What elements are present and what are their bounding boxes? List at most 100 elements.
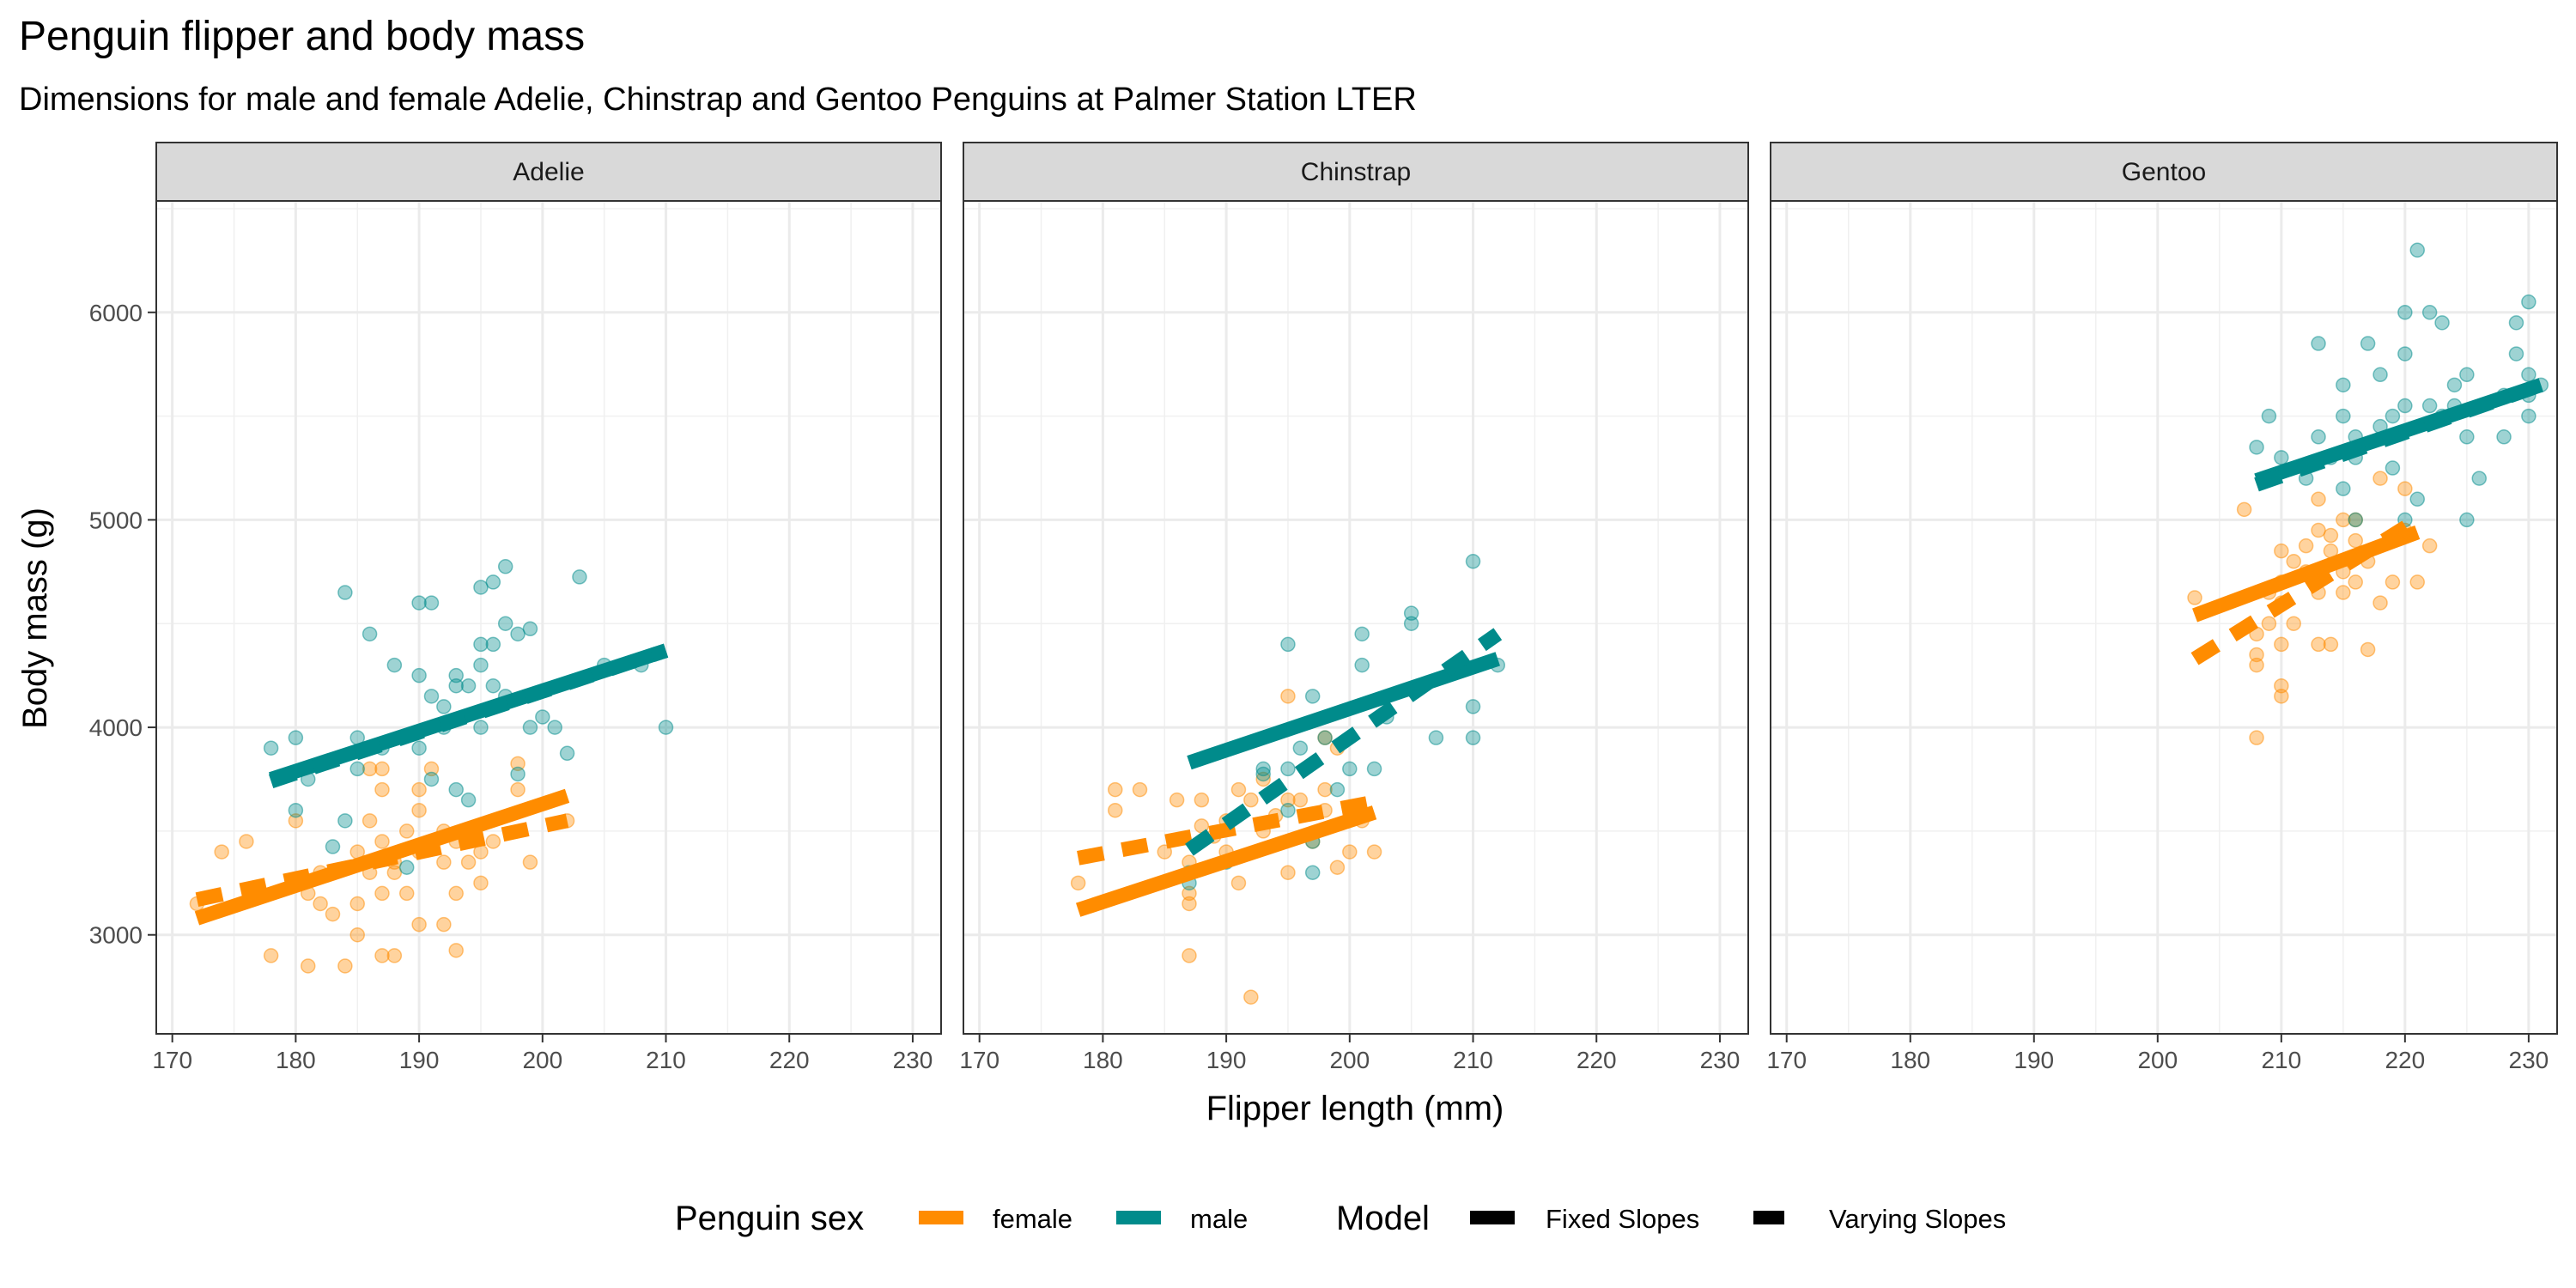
- data-point-female: [510, 756, 526, 772]
- panel-background: [156, 201, 941, 1034]
- data-point-male: [535, 709, 550, 725]
- data-point-female: [485, 834, 501, 849]
- data-point-female: [313, 896, 328, 912]
- data-point-male: [2409, 242, 2426, 258]
- data-point-male: [2459, 367, 2475, 383]
- data-point-male: [1255, 766, 1271, 782]
- data-point-male: [2336, 408, 2351, 424]
- data-point-male: [547, 720, 562, 735]
- data-point-female: [522, 854, 538, 870]
- legend-title-model: Model: [1336, 1200, 1430, 1237]
- data-point-male: [1465, 699, 1481, 714]
- data-point-female: [361, 813, 378, 829]
- chart-subtitle: Dimensions for male and female Adelie, C…: [19, 82, 1417, 118]
- x-tick-label: 200: [2137, 1047, 2178, 1073]
- x-tick-label: 230: [1700, 1047, 1741, 1073]
- data-point-male: [2459, 512, 2475, 528]
- x-tick-label: 170: [152, 1047, 192, 1073]
- data-point-male: [2434, 315, 2450, 331]
- data-point-female: [214, 844, 229, 860]
- data-point-male: [1255, 761, 1271, 777]
- data-point-male: [1354, 626, 1370, 642]
- legend-key-varying-slopes: [1753, 1211, 1784, 1224]
- data-point-female: [1366, 844, 1382, 860]
- x-tick-label: 200: [1329, 1047, 1370, 1073]
- data-point-male: [473, 580, 489, 595]
- data-point-male: [473, 720, 489, 735]
- legend-key-fixed-slopes: [1470, 1211, 1515, 1224]
- data-point-male: [1465, 554, 1481, 569]
- y-tick-label: 5000: [89, 507, 143, 533]
- data-point-male: [2336, 481, 2351, 496]
- data-point-female: [2323, 527, 2339, 544]
- data-point-male: [1292, 740, 1309, 756]
- x-tick-label: 210: [1453, 1047, 1493, 1073]
- data-point-female: [374, 761, 390, 777]
- data-point-female: [374, 885, 390, 902]
- data-point-female: [2421, 538, 2438, 554]
- data-point-male: [572, 569, 587, 585]
- data-point-male: [473, 636, 489, 653]
- data-point-male: [1280, 761, 1296, 777]
- data-point-female: [2323, 636, 2339, 653]
- legend-label-varying-slopes: Varying Slopes: [1829, 1204, 2006, 1234]
- legend-key-female: [919, 1211, 963, 1224]
- data-point-male: [485, 636, 501, 653]
- data-point-female: [1230, 875, 1247, 891]
- data-point-male: [1280, 802, 1296, 818]
- data-point-male: [423, 771, 440, 787]
- data-point-male: [1342, 761, 1358, 777]
- chart-title: Penguin flipper and body mass: [19, 14, 585, 59]
- data-point-female: [1280, 865, 1296, 880]
- data-point-male: [2397, 398, 2413, 414]
- data-point-female: [398, 885, 415, 902]
- data-point-female: [2311, 636, 2326, 653]
- y-tick-label: 3000: [89, 922, 143, 949]
- data-point-female: [374, 834, 390, 849]
- data-point-female: [1280, 792, 1296, 808]
- x-tick-label: 230: [2509, 1047, 2549, 1073]
- data-point-male: [2274, 450, 2289, 465]
- data-point-female: [473, 875, 489, 891]
- data-point-male: [1428, 730, 1444, 745]
- panel-background: [1771, 201, 2557, 1034]
- data-point-male: [2348, 512, 2363, 528]
- x-tick-label: 180: [276, 1047, 316, 1073]
- data-point-female: [325, 906, 341, 922]
- data-point-male: [411, 740, 427, 756]
- data-point-female: [436, 854, 452, 870]
- data-point-female: [2298, 538, 2314, 554]
- facet-strip: [155, 142, 942, 202]
- data-point-female: [349, 927, 365, 943]
- data-point-female: [2348, 532, 2363, 549]
- data-point-male: [436, 699, 452, 714]
- data-point-male: [288, 802, 304, 818]
- data-point-male: [2508, 315, 2524, 331]
- data-point-female: [2311, 491, 2326, 507]
- fixed-slope-line-female: [2192, 525, 2421, 623]
- data-point-female: [2274, 543, 2289, 559]
- data-point-female: [374, 781, 390, 798]
- legend-label-female: female: [993, 1204, 1072, 1234]
- data-point-female: [2236, 501, 2252, 518]
- data-point-male: [263, 740, 279, 756]
- data-point-female: [2385, 574, 2401, 590]
- data-point-male: [325, 839, 341, 854]
- data-point-female: [1329, 860, 1346, 875]
- data-point-male: [2421, 398, 2438, 414]
- data-point-female: [2249, 657, 2264, 673]
- data-point-male: [2311, 336, 2326, 351]
- data-point-male: [1280, 636, 1296, 653]
- data-point-male: [1403, 616, 1419, 631]
- panel-adelie: Adelie 170 180 190 200 210 220 230 3000 4000 5000 6…: [89, 142, 942, 1073]
- data-point-male: [2311, 429, 2326, 445]
- data-point-male: [510, 766, 526, 782]
- y-tick-label: 6000: [89, 300, 143, 326]
- panel-chinstrap: Chinstrap 170 180 190 200 210 220 230: [959, 142, 1749, 1073]
- data-point-female: [1108, 802, 1123, 818]
- data-point-female: [448, 943, 464, 958]
- data-point-female: [337, 958, 353, 974]
- data-point-female: [1169, 792, 1185, 808]
- data-point-male: [473, 657, 489, 673]
- data-point-female: [263, 948, 279, 963]
